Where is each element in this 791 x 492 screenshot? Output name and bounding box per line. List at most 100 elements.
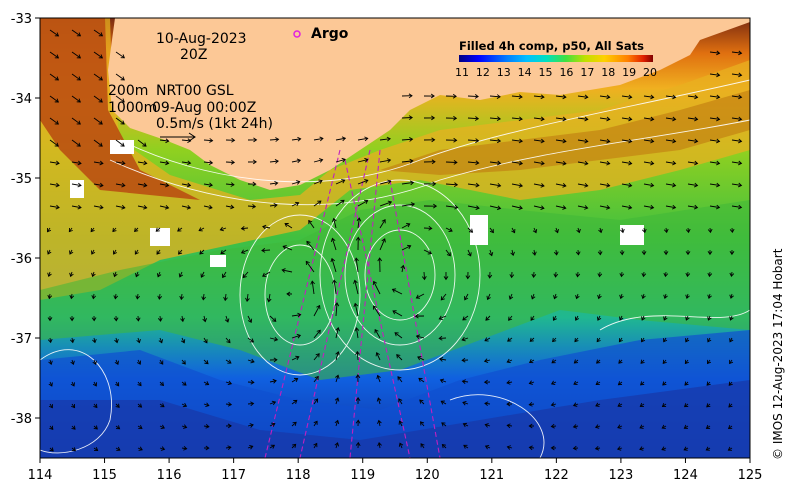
current-vector-head	[121, 160, 126, 166]
plot-frame	[39, 17, 751, 459]
x-tick-label: 120	[415, 468, 440, 483]
current-vector-head	[540, 138, 545, 144]
current-vector-head	[364, 179, 369, 184]
x-tick-label: 115	[92, 468, 117, 483]
current-vector	[331, 258, 337, 273]
current-vector-head	[575, 273, 581, 278]
colorbar-tick-label: 20	[643, 66, 657, 79]
current-vector	[311, 281, 315, 295]
current-vector-head	[409, 158, 414, 164]
current-vector-head	[305, 260, 310, 265]
current-vector-head	[252, 181, 257, 187]
current-vector-head	[160, 424, 165, 429]
current-vector-head	[707, 272, 713, 278]
current-vector-head	[76, 54, 82, 59]
current-vector-head	[461, 357, 466, 363]
current-vector-head	[483, 379, 489, 385]
current-vector-head	[662, 359, 667, 365]
ssh-contours	[40, 79, 750, 458]
current-vector-head	[705, 424, 711, 429]
current-vector-head	[334, 302, 340, 307]
current-vector-head	[138, 446, 143, 451]
current-vector	[181, 381, 187, 386]
current-vector-head	[356, 217, 362, 222]
current-vector	[511, 249, 514, 256]
current-vector	[333, 280, 337, 295]
current-vector-head	[121, 204, 126, 210]
current-vector-head	[372, 280, 378, 286]
current-vector	[269, 380, 277, 383]
current-vector	[49, 205, 60, 209]
current-vector-head	[355, 441, 361, 447]
current-vector	[417, 356, 425, 361]
current-vector	[354, 280, 359, 295]
current-vector-head	[511, 228, 516, 234]
current-vector	[269, 423, 276, 427]
current-vector-head	[584, 205, 589, 210]
current-vector-head	[208, 204, 213, 210]
current-vector	[49, 95, 59, 103]
current-vector-head	[487, 274, 493, 279]
current-vector	[357, 218, 360, 229]
x-tick-label: 117	[221, 468, 246, 483]
current-vector-head	[273, 203, 278, 208]
map-date: 10-Aug-2023	[156, 31, 247, 47]
current-vector-head	[310, 280, 315, 285]
current-vector	[555, 161, 566, 165]
current-vector-head	[317, 200, 322, 205]
current-vector-head	[98, 142, 103, 147]
current-vector	[379, 159, 391, 163]
current-vector	[247, 205, 256, 208]
current-vector	[687, 117, 698, 120]
current-vector	[377, 397, 381, 405]
current-vector-head	[99, 160, 104, 166]
current-vector	[379, 219, 386, 229]
current-vector	[261, 249, 271, 252]
current-vector	[374, 329, 381, 339]
current-vector	[508, 315, 513, 321]
current-vector	[423, 271, 425, 280]
current-vector-head	[374, 328, 379, 334]
current-vector	[416, 335, 425, 339]
current-vector-head	[186, 182, 192, 188]
current-vector-head	[187, 138, 192, 144]
current-vector-head	[452, 93, 457, 99]
current-vector	[420, 421, 425, 427]
current-vector	[93, 51, 103, 59]
current-vector-head	[728, 403, 733, 408]
current-vector-head	[226, 338, 231, 344]
current-vector-head	[595, 402, 600, 407]
current-vector-head	[116, 446, 121, 451]
current-vector	[485, 315, 491, 321]
current-vector-head	[69, 338, 75, 344]
current-vector-head	[409, 137, 414, 142]
current-vector	[247, 424, 254, 427]
current-vector-head	[488, 251, 494, 257]
current-vector-head	[274, 180, 279, 186]
current-vector	[136, 293, 139, 299]
current-vector	[202, 293, 205, 300]
current-vector	[533, 117, 545, 120]
current-vector-head	[408, 115, 413, 121]
current-vector-head	[308, 219, 313, 225]
current-vector	[313, 305, 321, 317]
current-vector	[115, 183, 125, 187]
current-vector	[135, 271, 139, 277]
current-vector-head	[438, 357, 444, 362]
current-vector-head	[355, 350, 360, 356]
current-vector	[577, 139, 588, 142]
current-vector	[489, 95, 501, 98]
current-vector-head	[340, 199, 345, 204]
current-vector-head	[205, 445, 210, 451]
current-vector	[555, 117, 566, 120]
current-vector	[731, 183, 742, 186]
current-vector-head	[178, 250, 183, 255]
current-vector-head	[628, 160, 633, 166]
current-vector-head	[707, 316, 712, 321]
current-vector	[599, 183, 610, 187]
current-vector	[709, 161, 720, 164]
current-vector-head	[663, 272, 669, 278]
current-vector-head	[178, 273, 184, 278]
current-vector-head	[597, 273, 603, 278]
current-vector	[484, 402, 491, 405]
